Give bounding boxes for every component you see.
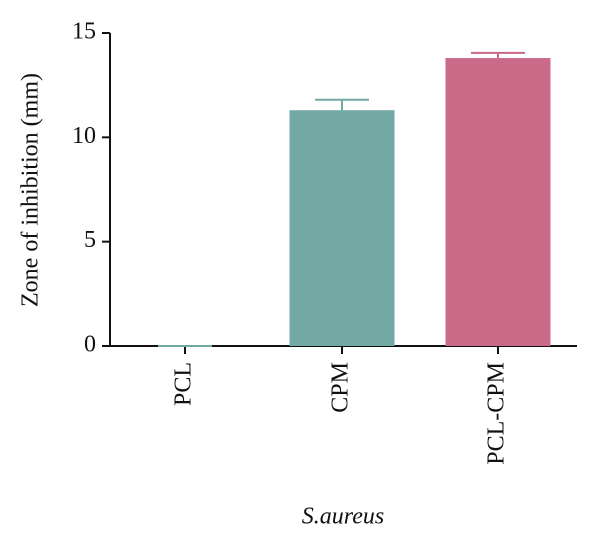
y-tick-label: 10: [72, 123, 96, 149]
x-tick-label: CPM: [328, 362, 354, 413]
y-tick-label: 5: [84, 227, 96, 253]
y-tick-label: 0: [84, 332, 96, 358]
y-axis-title: Zone of inhibition (mm): [18, 73, 44, 307]
x-axis-title: S.aureus: [302, 504, 384, 530]
bar: [445, 58, 551, 346]
y-tick-label: 15: [72, 19, 96, 45]
x-tick-label: PCL: [171, 362, 197, 406]
x-tick-label: PCL-CPM: [484, 362, 510, 465]
bar: [289, 110, 395, 346]
